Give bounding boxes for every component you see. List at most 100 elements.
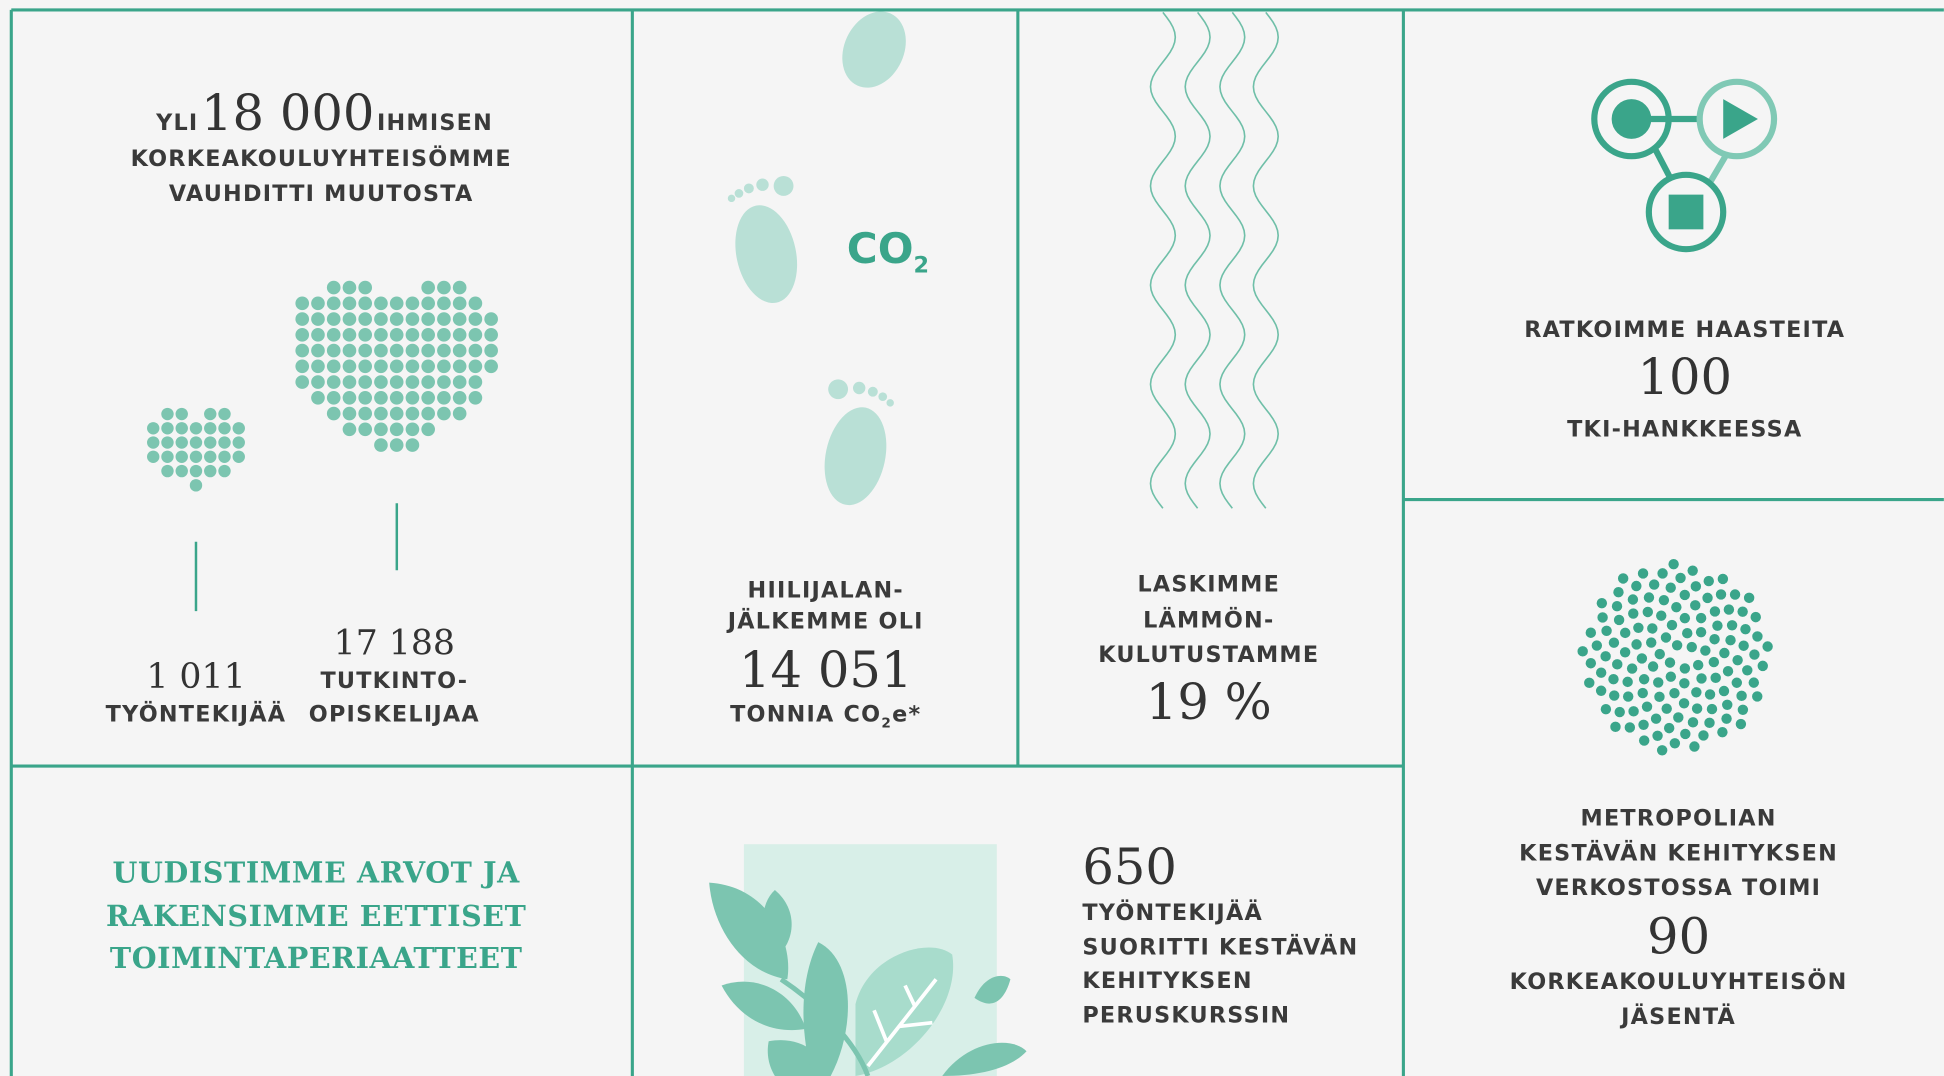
heart-dot <box>405 406 420 421</box>
dot <box>1725 635 1736 646</box>
network-icon <box>1591 78 1778 253</box>
dot <box>1723 604 1735 615</box>
text-line: JÄSENTÄ <box>1619 1002 1736 1030</box>
text-line: PERUSKURSSIN <box>1082 1003 1290 1029</box>
heart-dot <box>326 296 341 311</box>
heart-dot <box>389 343 404 358</box>
heart-dot <box>421 422 435 437</box>
dot <box>1647 623 1658 634</box>
big-number: 650 <box>1082 838 1177 896</box>
heart-dot <box>311 343 325 358</box>
heart-dot <box>342 312 357 326</box>
co2-text: CO <box>847 224 914 273</box>
heart-dot <box>147 450 160 464</box>
text-line: SUORITTI KESTÄVÄN <box>1082 933 1358 961</box>
dot <box>1600 651 1611 662</box>
dot <box>1732 654 1743 666</box>
dot <box>1722 699 1733 710</box>
dot <box>1636 653 1648 664</box>
heart-dot <box>342 328 357 342</box>
unit-sub: 2 <box>881 716 892 732</box>
heart-dot <box>468 328 483 342</box>
dot <box>1622 676 1633 688</box>
dot <box>1679 612 1691 624</box>
heart-dot <box>437 296 451 311</box>
dot <box>1646 637 1657 648</box>
dot <box>1680 728 1691 740</box>
heart-dot <box>295 328 310 342</box>
heart-dot <box>358 390 373 405</box>
text-line: TKI-HANKKEESSA <box>1567 416 1802 442</box>
big-number: 19 % <box>1146 673 1272 731</box>
heart-dot <box>189 450 203 464</box>
heart-dot <box>421 359 435 374</box>
heart-dot <box>358 312 373 326</box>
text-line: VERKOSTOSSA TOIMI <box>1536 875 1821 901</box>
heart-dot <box>311 328 325 342</box>
dot <box>1619 647 1631 658</box>
heart-dot <box>189 422 203 435</box>
heart-dot <box>358 359 373 374</box>
dot <box>1679 678 1690 689</box>
text-line: RATKOIMME HAASTEITA <box>1524 317 1845 343</box>
text-line: HIILIJALAN- <box>748 578 904 604</box>
dot <box>1661 703 1672 714</box>
dot <box>1704 689 1716 700</box>
heading-line: RAKENSIMME EETTISET <box>106 899 526 933</box>
unit: TONNIA CO2e* <box>730 701 921 731</box>
heart-dot <box>405 422 420 437</box>
dot <box>1666 619 1678 631</box>
dot <box>1653 677 1664 688</box>
staff-label: TYÖNTEKIJÄÄ <box>106 699 287 727</box>
heart-dot <box>326 406 341 421</box>
dot <box>1648 579 1660 590</box>
dot <box>1624 722 1636 733</box>
heart-dot <box>326 359 341 374</box>
dot <box>1608 673 1619 685</box>
heart-dot <box>204 422 217 435</box>
wave <box>1252 11 1280 509</box>
heart-dot <box>452 406 467 421</box>
heart-dot <box>311 359 325 374</box>
dot <box>1740 623 1751 635</box>
heart-dot <box>147 436 160 449</box>
heart-dot <box>405 343 420 358</box>
dot <box>1647 661 1659 672</box>
dot <box>1675 572 1686 584</box>
heart-dot <box>358 406 373 421</box>
dot <box>1750 611 1761 623</box>
heart-dot <box>437 312 451 326</box>
heart-dot <box>421 406 435 421</box>
heart-dot <box>405 375 420 389</box>
dot <box>1669 687 1680 699</box>
heart-dot <box>437 359 451 374</box>
dot <box>1696 673 1707 684</box>
wave <box>1149 11 1177 509</box>
dot <box>1698 730 1709 741</box>
wave <box>1184 11 1211 509</box>
heart-dot <box>468 390 483 405</box>
dot <box>1689 741 1700 752</box>
dot <box>1671 640 1683 651</box>
dot <box>1626 663 1638 674</box>
dot <box>1654 648 1665 660</box>
dot <box>1668 558 1679 570</box>
text-line: LASKIMME <box>1137 571 1280 597</box>
heart-dot <box>326 280 341 295</box>
heart-dot <box>311 390 325 405</box>
text-line: LÄMMÖN- <box>1143 605 1274 633</box>
dot <box>1752 631 1763 642</box>
heart-dot <box>161 464 174 478</box>
heart-dot <box>468 359 483 374</box>
heart-dot <box>358 343 373 358</box>
text-line: KESTÄVÄN KEHITYKSEN <box>1519 838 1838 866</box>
heart-dot <box>405 312 420 326</box>
heart-dot <box>421 375 435 389</box>
heart-dot <box>358 375 373 389</box>
dot <box>1622 691 1634 702</box>
dot <box>1638 735 1650 746</box>
heart-dot <box>295 375 310 389</box>
heart-dot <box>389 438 404 452</box>
co2-icon: CO2 <box>847 224 929 279</box>
